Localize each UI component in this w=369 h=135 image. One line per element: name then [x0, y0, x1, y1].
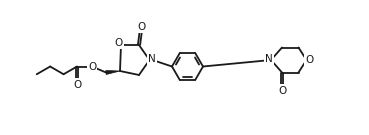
Text: O: O — [73, 80, 81, 90]
Text: O: O — [114, 38, 123, 48]
Text: O: O — [137, 22, 145, 32]
Text: O: O — [305, 55, 313, 65]
Polygon shape — [106, 70, 120, 75]
Text: O: O — [278, 86, 286, 96]
Text: N: N — [148, 54, 156, 64]
Text: O: O — [88, 62, 96, 72]
Text: N: N — [265, 55, 273, 65]
